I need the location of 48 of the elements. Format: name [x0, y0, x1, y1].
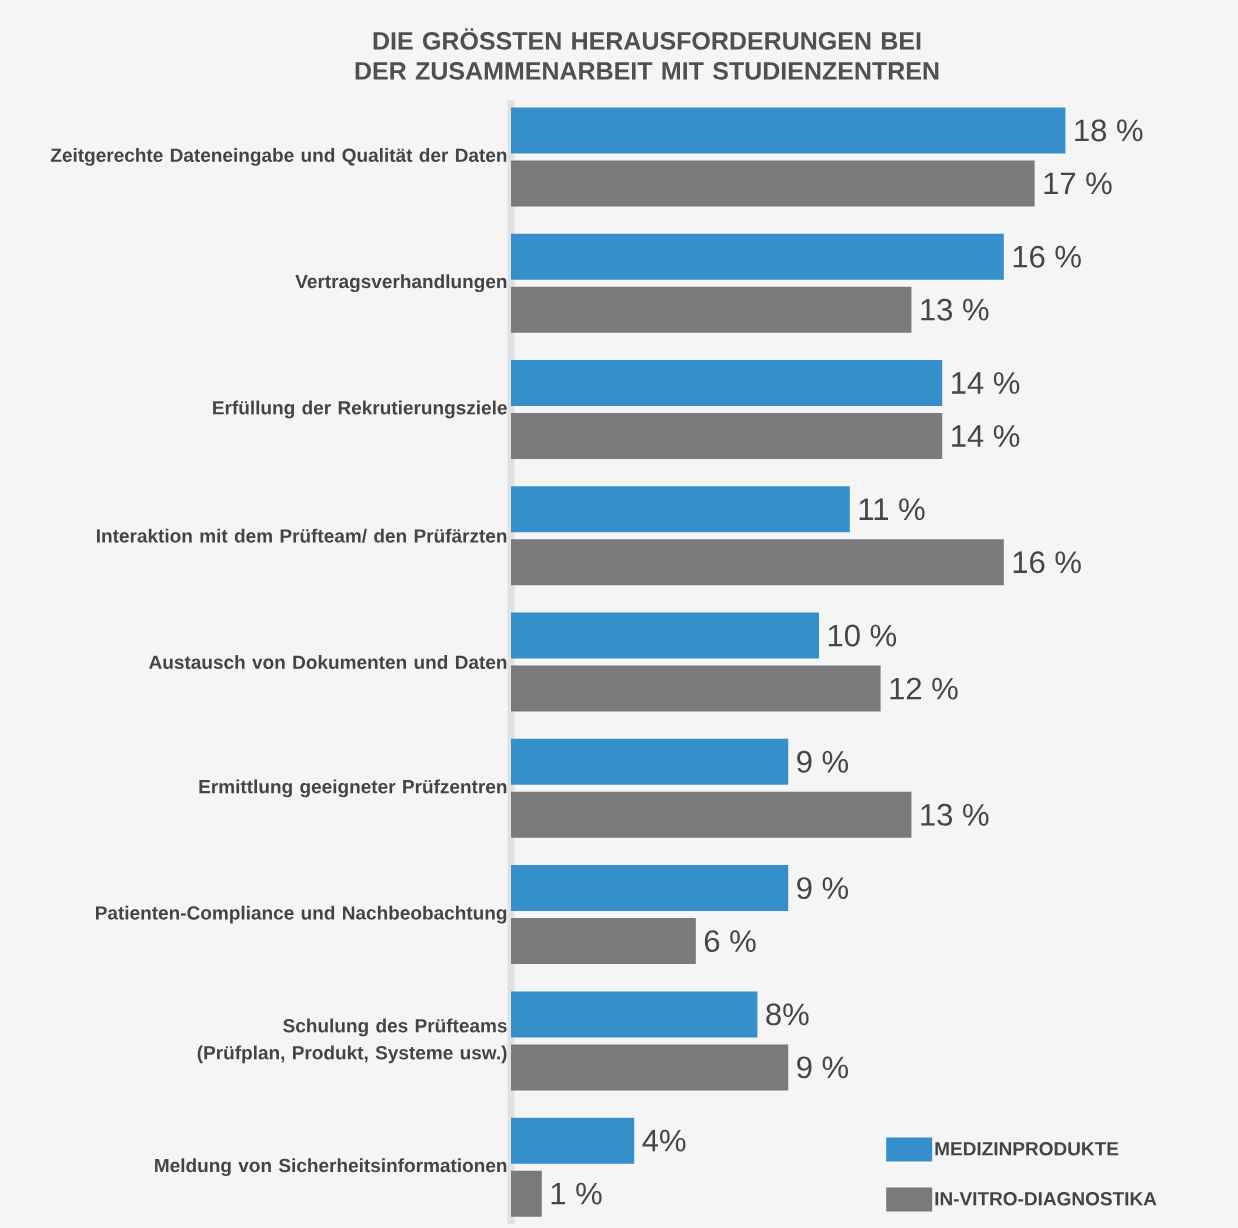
data-label: 14 % [952, 372, 1020, 394]
bar [511, 665, 881, 712]
bar [511, 918, 696, 965]
bar [511, 865, 789, 912]
bar [511, 107, 1066, 154]
bar [511, 412, 943, 459]
data-label: 14 % [952, 425, 1020, 447]
data-label: 13 % [921, 298, 989, 321]
bar [511, 539, 1004, 586]
chart-title: DIE GRÖSSTEN HERAUSFORDERUNGEN BEI DER ZUSAMMENARBEIT MIT STUDIENZENTREN [355, 28, 939, 80]
bar [511, 359, 943, 406]
bar [511, 1170, 542, 1217]
data-label: 10 % [828, 624, 897, 647]
y-tick-label: Erfüllung der Rekrutierungsziele [213, 400, 507, 419]
legend-label: MEDIZINPRODUKTE [935, 1142, 1119, 1156]
bar [511, 160, 1035, 207]
bar [511, 486, 850, 533]
bar [511, 233, 1004, 280]
data-label: 13 % [921, 803, 989, 826]
data-label: 9 % [797, 1056, 848, 1079]
bar [511, 612, 820, 659]
bar [511, 991, 758, 1038]
data-label: 16 % [1013, 245, 1081, 268]
data-label: 17 % [1044, 172, 1112, 195]
bar [511, 286, 912, 333]
data-label: 9 % [797, 750, 848, 773]
data-label: 9 % [797, 877, 848, 900]
y-tick-label: Patienten-Compliance und Nachbeobachtung [96, 905, 507, 924]
data-label: 18 % [1075, 119, 1143, 142]
data-label: 6 % [704, 930, 756, 953]
y-tick-label: Schulung des Prüfteams (Prüfplan, Produkt, Systeme usw.) [197, 1018, 507, 1064]
bar [511, 1117, 635, 1164]
y-tick-label: Austausch von Dokumenten und Daten [149, 655, 507, 670]
data-label: 11 % [859, 498, 925, 521]
bar [511, 738, 789, 785]
y-tick-label: Ermittlung geeigneter Prüfzentren [199, 779, 507, 798]
data-label: 8% [766, 1003, 809, 1026]
data-label: 12 % [890, 677, 958, 700]
y-tick-label: Vertragsverhandlungen [295, 274, 507, 293]
bar [511, 1044, 789, 1091]
y-tick-label: Zeitgerechte Dateneingabe und Qualität der Daten [50, 148, 507, 166]
y-tick-label: Meldung von Sicherheitsinformationen [155, 1158, 507, 1177]
data-label: 16 % [1013, 551, 1081, 574]
data-label: 4% [642, 1129, 686, 1152]
y-tick-label: Interaktion mit dem Prüfteam/ den Prüfärzten [97, 528, 507, 543]
bar [511, 791, 912, 838]
legend-label: IN-VITRO-DIAGNOSTIKA [935, 1192, 1157, 1206]
data-label: 1 % [551, 1182, 602, 1205]
